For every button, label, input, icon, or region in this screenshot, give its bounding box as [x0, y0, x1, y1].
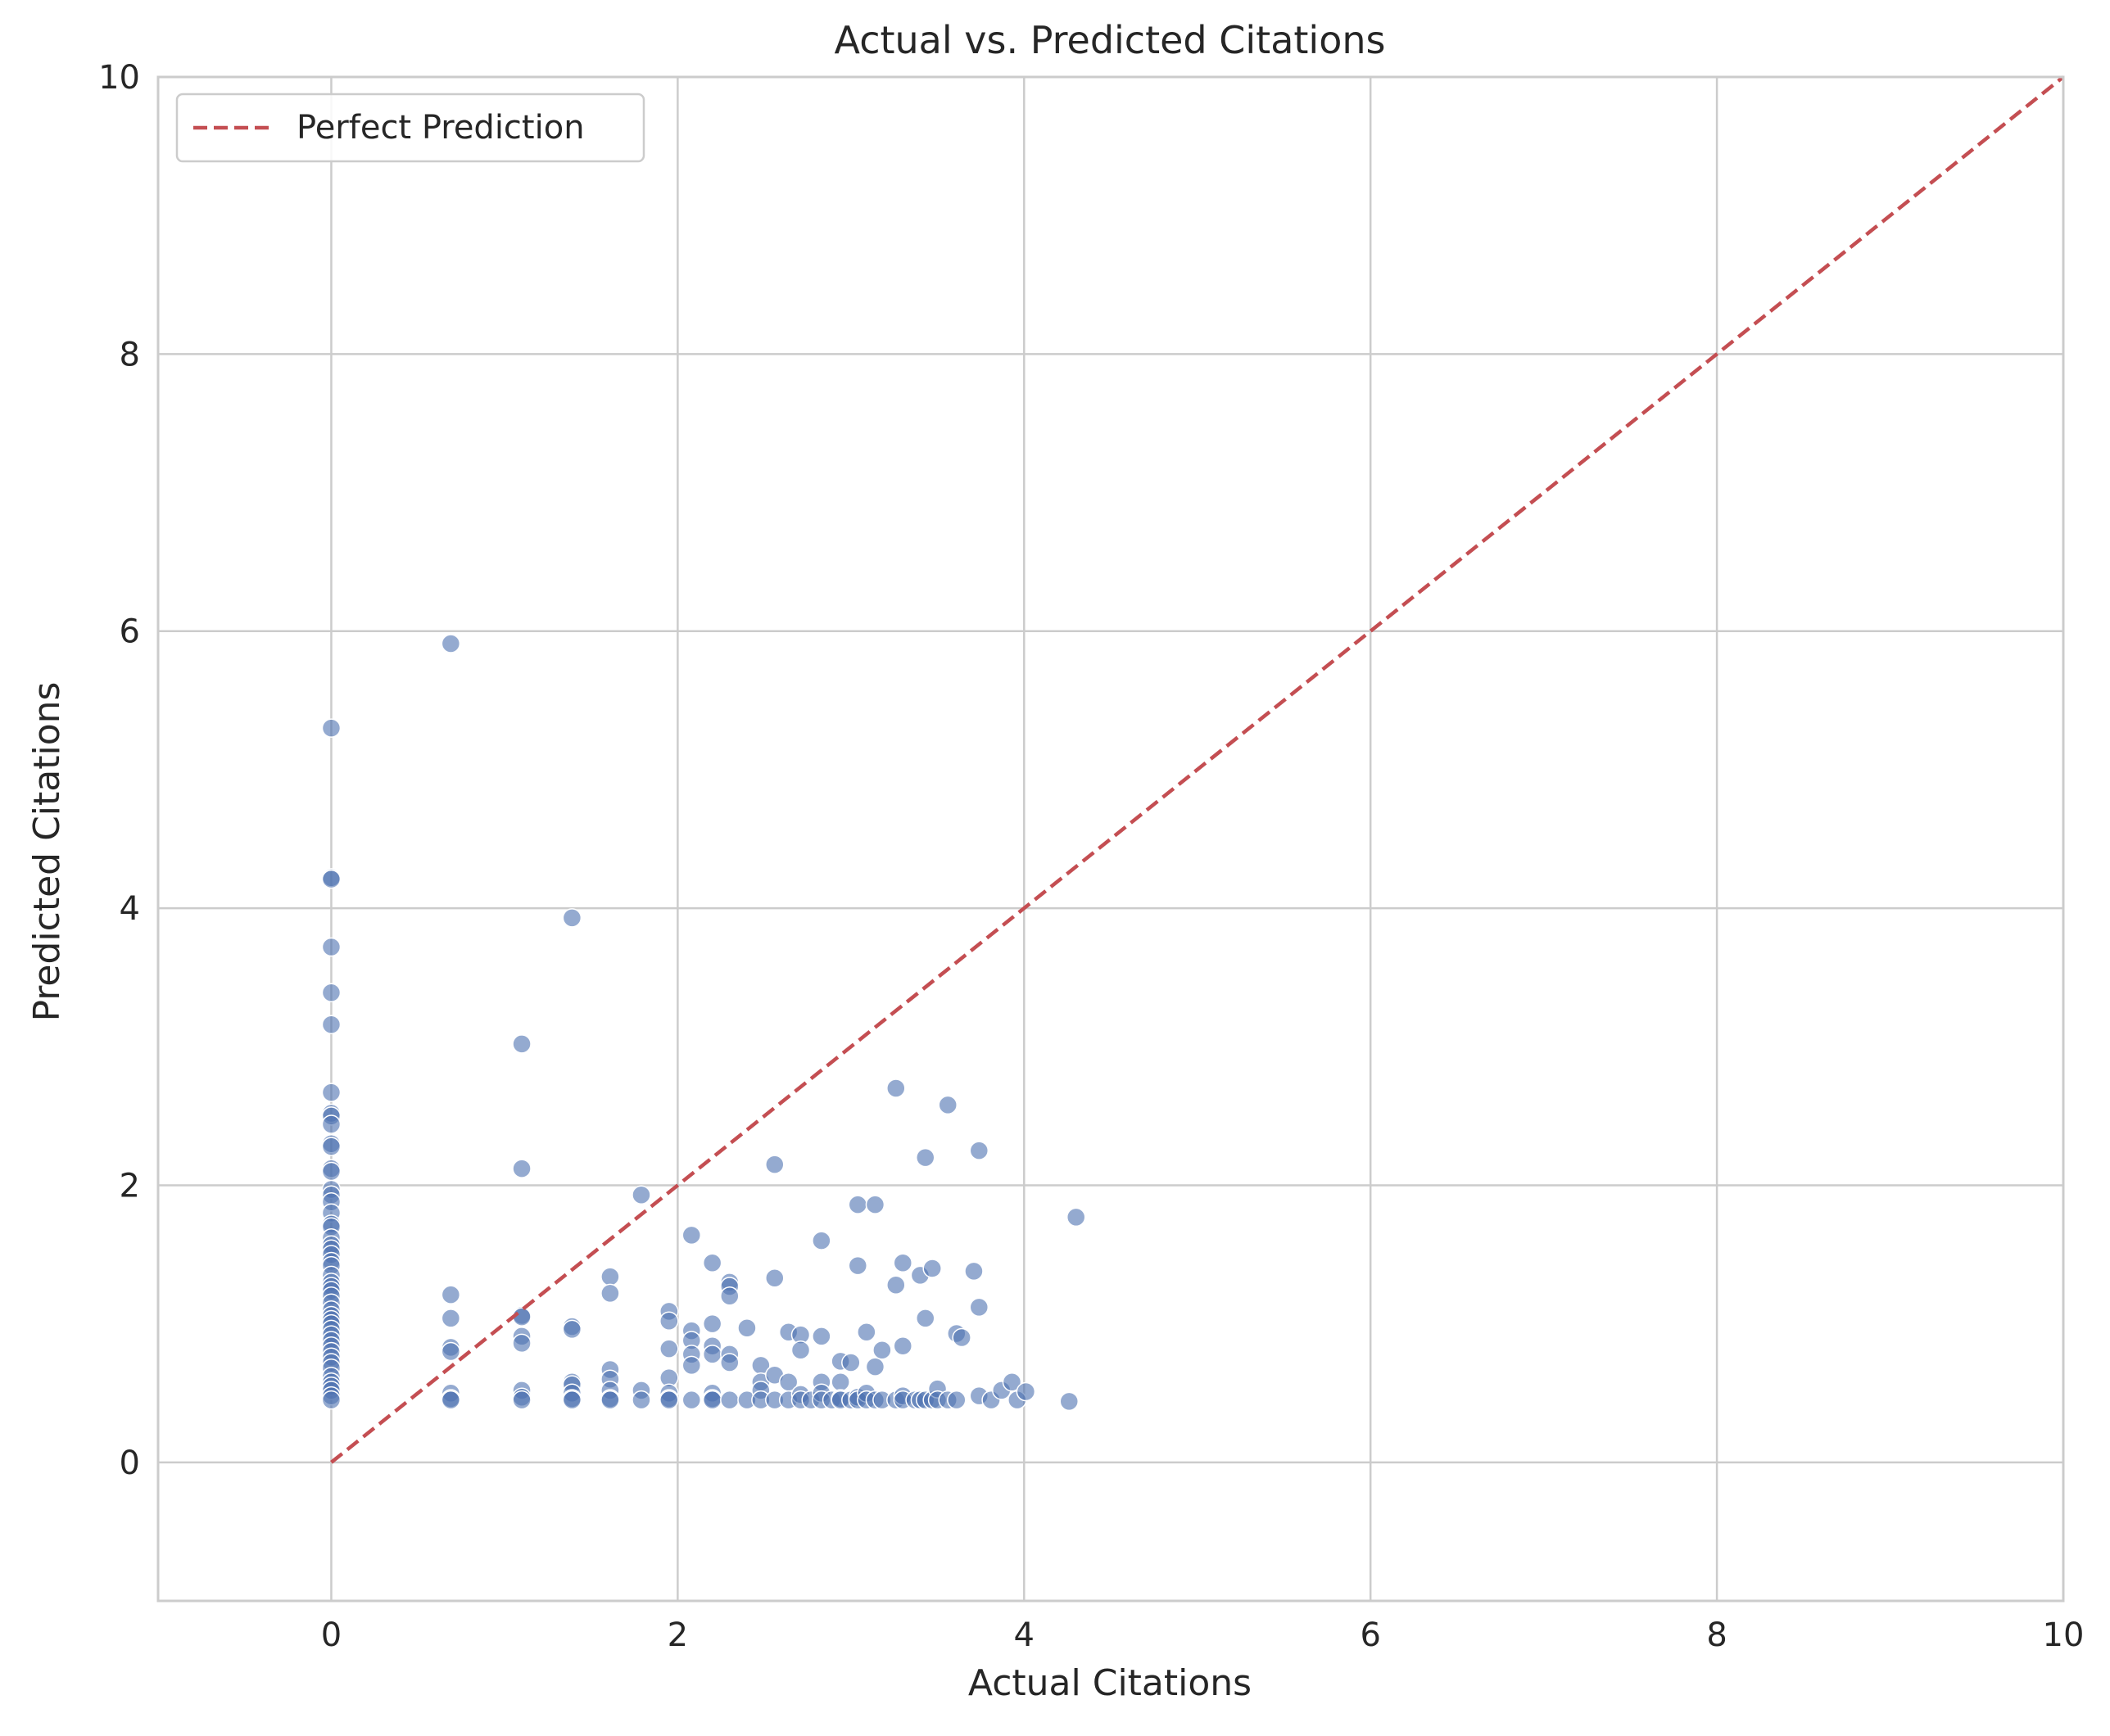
data-point [831, 1372, 850, 1392]
data-point [1066, 1207, 1086, 1227]
data-point [872, 1340, 892, 1360]
legend: Perfect Prediction [175, 93, 645, 163]
data-point [600, 1267, 620, 1286]
data-point [321, 1083, 342, 1102]
legend-box [175, 93, 645, 163]
perfect-prediction-line [330, 75, 2065, 1464]
data-point [790, 1340, 811, 1360]
data-point [600, 1283, 620, 1304]
data-point [1002, 1372, 1022, 1392]
data-point [512, 1333, 532, 1354]
legend-label: Perfect Prediction [297, 109, 585, 147]
y-axis-label: Predicted Citations [26, 682, 68, 1022]
data-point [321, 1390, 342, 1410]
data-point [893, 1336, 913, 1356]
y-tick-label: 6 [120, 613, 140, 651]
data-point [952, 1327, 971, 1348]
data-point [969, 1297, 989, 1318]
data-point [938, 1095, 958, 1115]
plot-frame [156, 75, 2065, 1603]
data-point [702, 1390, 722, 1410]
data-point [865, 1357, 885, 1377]
data-point [441, 1309, 461, 1328]
data-point [765, 1155, 785, 1174]
data-point [659, 1311, 679, 1331]
x-tick-label: 8 [1706, 1616, 1727, 1654]
data-point [737, 1318, 757, 1338]
data-point [702, 1313, 722, 1334]
data-point [915, 1147, 935, 1168]
data-point [964, 1261, 984, 1282]
y-tick-label: 10 [98, 59, 140, 97]
data-point [321, 1114, 342, 1134]
data-point [922, 1259, 942, 1278]
x-tick-label: 0 [321, 1616, 342, 1654]
data-point [947, 1390, 967, 1410]
data-point [720, 1286, 740, 1306]
data-point [441, 1341, 461, 1362]
data-point [441, 1390, 461, 1410]
data-point [812, 1231, 831, 1250]
data-point [562, 1390, 582, 1410]
x-tick-label: 6 [1360, 1616, 1380, 1654]
data-point [1016, 1381, 1036, 1402]
data-point [1059, 1391, 1080, 1412]
data-point [720, 1353, 740, 1372]
data-point [321, 1161, 342, 1182]
data-point [812, 1327, 831, 1346]
y-tick-label: 0 [120, 1444, 140, 1482]
data-point [848, 1195, 868, 1214]
data-point [702, 1253, 722, 1273]
data-point [886, 1078, 906, 1098]
data-point [441, 1285, 461, 1304]
data-point [893, 1253, 913, 1273]
data-point [632, 1390, 651, 1410]
data-point [865, 1195, 885, 1214]
data-point [681, 1355, 702, 1376]
data-point [659, 1339, 679, 1359]
data-point [681, 1390, 702, 1410]
data-point [720, 1390, 740, 1410]
data-point [441, 634, 461, 653]
y-tick-label: 8 [120, 336, 140, 373]
x-tick-label: 2 [668, 1616, 688, 1654]
x-tick-label: 4 [1014, 1616, 1035, 1654]
data-point [562, 908, 582, 928]
chart-title: Actual vs. Predicted Citations [835, 18, 1386, 62]
data-point [659, 1390, 679, 1410]
data-point [562, 1319, 582, 1340]
data-point [321, 718, 342, 738]
data-point [915, 1309, 935, 1328]
data-point [857, 1322, 876, 1342]
data-point [632, 1185, 651, 1205]
data-point [681, 1225, 702, 1245]
data-point [512, 1034, 532, 1054]
data-point [512, 1159, 532, 1178]
data-point [321, 937, 342, 957]
y-tick-label: 4 [120, 890, 140, 928]
y-tick-label: 2 [120, 1167, 140, 1205]
data-point [969, 1141, 989, 1160]
data-point [321, 1015, 342, 1034]
data-point [765, 1268, 785, 1288]
data-point [321, 983, 342, 1003]
data-point [702, 1345, 722, 1364]
data-point [886, 1275, 906, 1295]
data-point [321, 1137, 342, 1156]
data-point [512, 1390, 532, 1410]
x-tick-label: 10 [2043, 1616, 2085, 1654]
data-point [600, 1390, 620, 1410]
data-point [321, 869, 342, 889]
data-point [848, 1255, 868, 1276]
data-point [841, 1353, 861, 1372]
x-axis-label: Actual Citations [968, 1662, 1252, 1704]
